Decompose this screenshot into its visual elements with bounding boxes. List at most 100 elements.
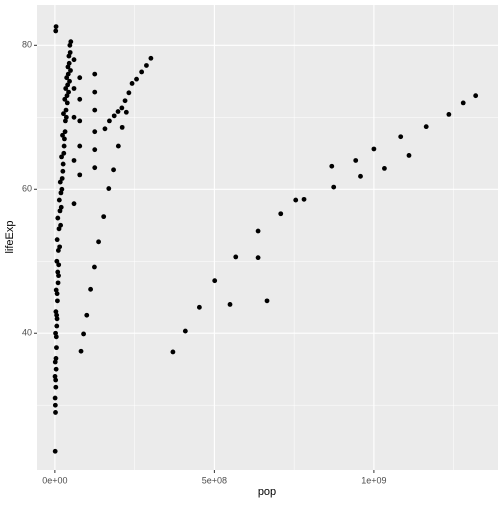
point (53, 334, 59, 340)
point (65, 82, 71, 88)
point (371, 146, 377, 152)
point (331, 184, 337, 190)
point (52, 448, 58, 454)
point (126, 90, 132, 96)
point (81, 331, 86, 337)
point (293, 197, 299, 203)
point (92, 165, 98, 171)
point (92, 107, 98, 113)
point (61, 111, 66, 117)
point (92, 147, 98, 153)
point (64, 93, 70, 99)
point (423, 124, 429, 130)
point (55, 269, 61, 275)
point (57, 208, 63, 214)
point (56, 262, 62, 268)
point (54, 323, 60, 329)
point (62, 96, 68, 102)
point (115, 143, 121, 149)
y-axis-label: lifeExp (4, 220, 16, 253)
point (111, 113, 117, 119)
point (52, 402, 58, 408)
point (111, 167, 116, 173)
point (56, 226, 62, 232)
point (55, 280, 61, 286)
point (66, 60, 72, 66)
point (67, 78, 72, 84)
point (88, 286, 93, 292)
point (54, 258, 60, 264)
point (54, 312, 60, 318)
point (62, 136, 67, 142)
point (233, 254, 239, 260)
point (63, 86, 69, 91)
point (398, 134, 404, 140)
point (54, 291, 60, 297)
point (134, 76, 139, 82)
point (54, 237, 60, 243)
point (196, 304, 202, 310)
y-tick-label: 60 (22, 184, 32, 194)
point (60, 161, 66, 167)
point (71, 201, 77, 207)
x-tick-label: 0e+00 (42, 475, 67, 485)
point (278, 211, 284, 217)
point (55, 215, 61, 221)
point (52, 395, 58, 401)
point (54, 345, 59, 351)
point (255, 255, 261, 261)
point (71, 158, 77, 163)
point (119, 105, 125, 111)
point (122, 98, 128, 104)
x-axis-label: pop (258, 486, 276, 498)
point (301, 196, 307, 202)
point (59, 154, 64, 160)
panel (37, 5, 498, 470)
point (77, 75, 83, 81)
point (66, 89, 71, 95)
point (212, 278, 218, 284)
point (59, 186, 65, 192)
point (77, 118, 83, 124)
point (227, 302, 233, 307)
point (170, 349, 176, 355)
point (92, 71, 98, 77)
point (255, 228, 261, 234)
point (59, 176, 65, 181)
point (71, 57, 77, 63)
point (56, 273, 61, 279)
point (77, 96, 83, 102)
point (106, 186, 112, 191)
point (115, 109, 121, 114)
point (53, 287, 59, 293)
point (67, 50, 73, 55)
point (58, 190, 64, 196)
point (58, 204, 64, 210)
point (144, 63, 149, 68)
y-tick-label: 40 (22, 328, 32, 338)
point (123, 109, 129, 115)
point (53, 330, 58, 336)
point (53, 309, 59, 315)
point (182, 328, 188, 334)
point (71, 114, 77, 120)
point (92, 129, 98, 135)
point (52, 359, 58, 365)
point (64, 100, 70, 106)
point (53, 28, 59, 34)
point (53, 366, 59, 372)
point (55, 298, 60, 304)
point (264, 298, 270, 304)
point (329, 163, 335, 169)
point (353, 158, 359, 163)
point (406, 153, 412, 158)
point (56, 197, 62, 203)
point (66, 53, 72, 59)
point (53, 24, 59, 29)
point (101, 214, 107, 220)
point (53, 377, 59, 383)
point (64, 75, 70, 81)
point (67, 42, 73, 48)
point (57, 179, 63, 185)
